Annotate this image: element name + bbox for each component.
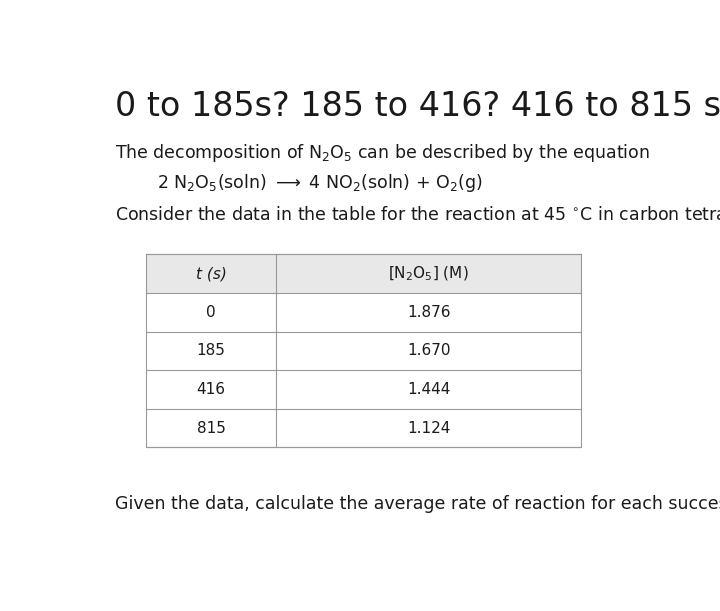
Text: 1.670: 1.670 [407, 343, 451, 359]
Text: 0: 0 [206, 305, 216, 320]
Text: 185: 185 [197, 343, 225, 359]
Text: [N$_2$O$_5$] (M): [N$_2$O$_5$] (M) [388, 265, 469, 283]
Text: 0 to 185s? 185 to 416? 416 to 815 s?: 0 to 185s? 185 to 416? 416 to 815 s? [115, 90, 720, 123]
Bar [145, 254, 581, 293]
Text: Given the data, calculate the average rate of reaction for each successive time : Given the data, calculate the average ra… [115, 495, 720, 513]
Text: Consider the data in the table for the reaction at 45 $^{\circ}$C in carbon tetr: Consider the data in the table for the r… [115, 206, 720, 224]
Text: 2 N$_2$O$_5$(soln) $\longrightarrow$ 4 NO$_2$(soln) + O$_2$(g): 2 N$_2$O$_5$(soln) $\longrightarrow$ 4 N… [157, 172, 482, 194]
Bar [145, 254, 581, 447]
Text: t (s): t (s) [196, 266, 227, 281]
Bar [145, 254, 581, 447]
Text: 1.124: 1.124 [407, 420, 451, 436]
Text: 815: 815 [197, 420, 225, 436]
Text: 416: 416 [197, 382, 225, 397]
Text: The decomposition of N$_2$O$_5$ can be described by the equation: The decomposition of N$_2$O$_5$ can be d… [115, 142, 650, 164]
Text: 1.876: 1.876 [407, 305, 451, 320]
Text: 1.444: 1.444 [407, 382, 451, 397]
